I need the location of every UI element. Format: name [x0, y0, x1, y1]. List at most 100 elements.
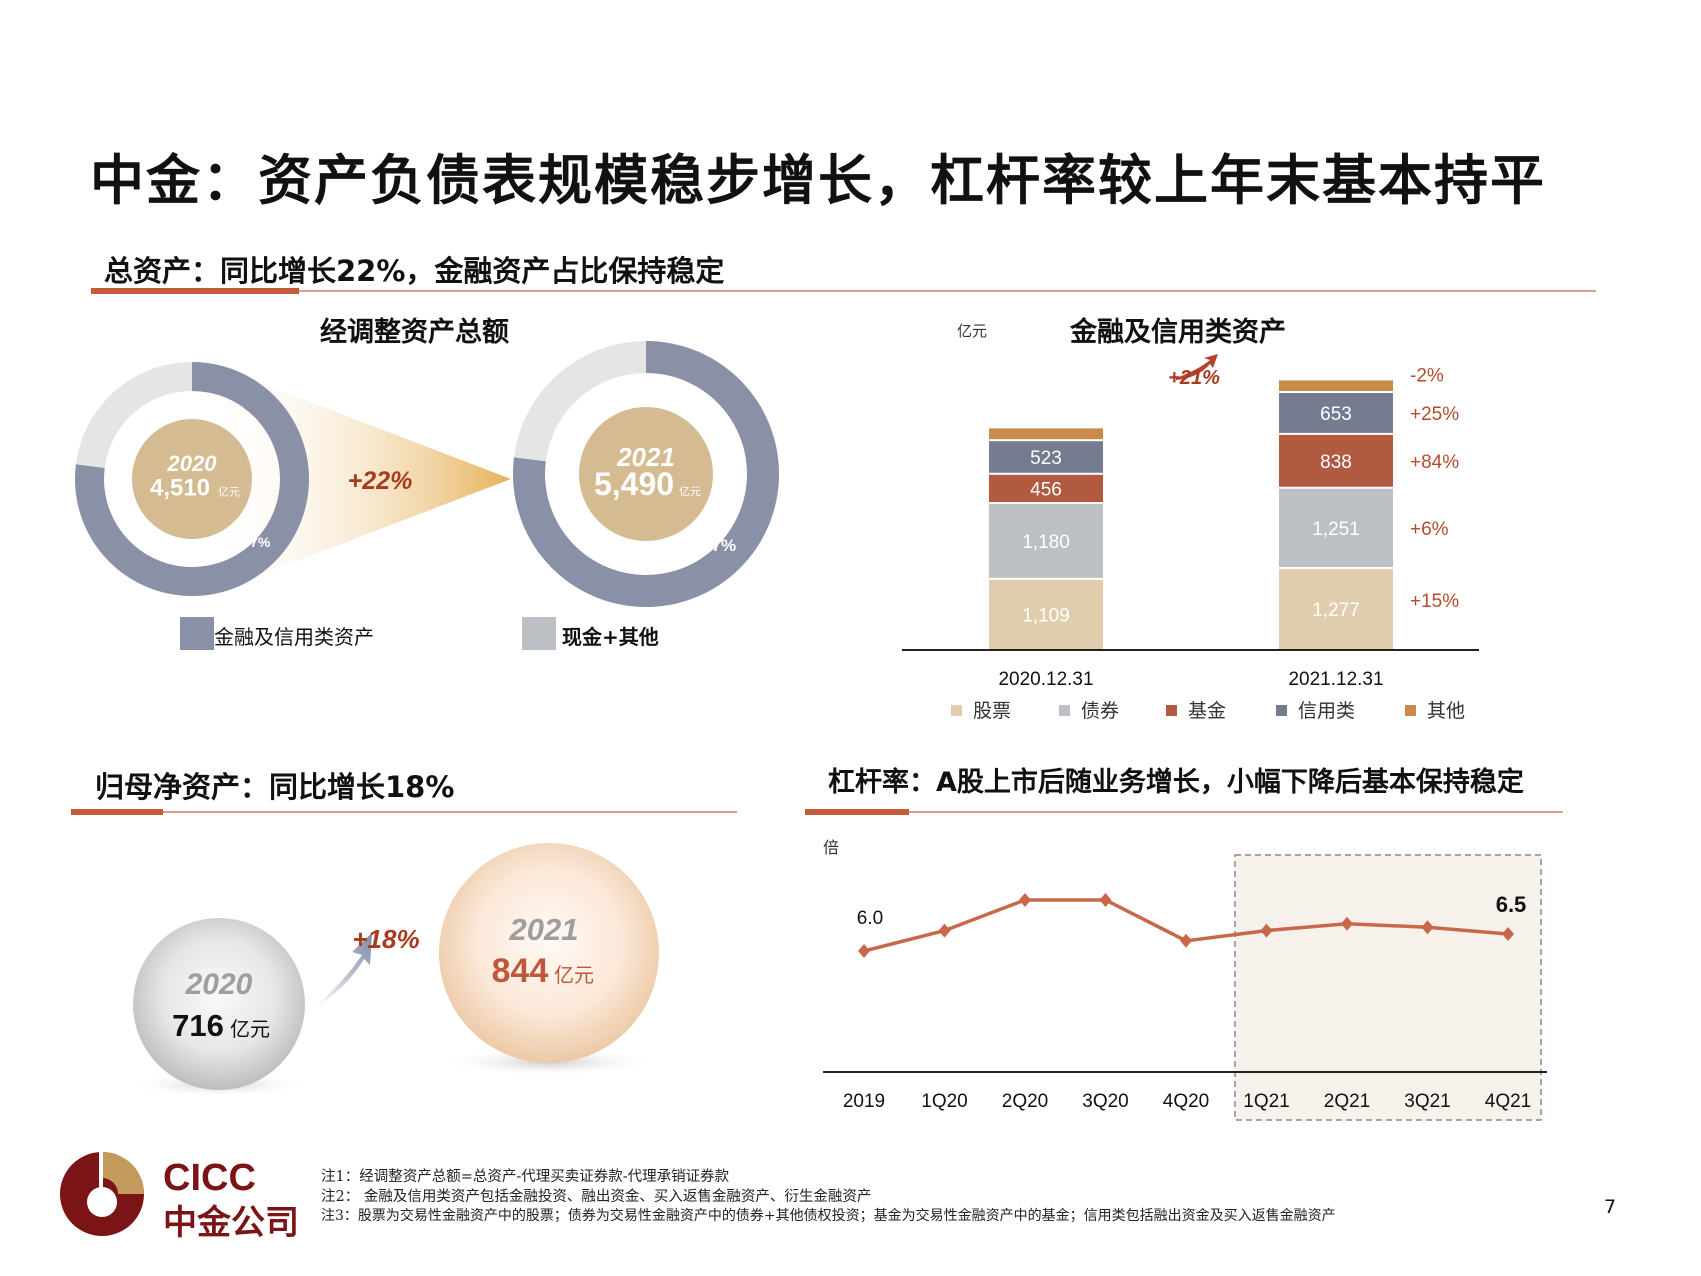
data-point-marker	[1099, 893, 1112, 907]
bar-growth-label: +15%	[1410, 591, 1459, 612]
equity-year-2020: 2020	[185, 968, 253, 1001]
data-point-marker	[1180, 933, 1192, 948]
bar-growth-label: +6%	[1410, 519, 1449, 540]
section-divider	[805, 809, 1563, 815]
bar-segment-债券	[989, 504, 1103, 578]
x-tick-label: 3Q21	[1404, 1091, 1450, 1112]
data-point-marker	[1421, 920, 1434, 935]
donut-title: 经调整资产总额	[320, 317, 509, 348]
bar-segment-股票	[1279, 569, 1393, 649]
footnote-2: 注2： 金融及信用类资产包括金融投资、融出资金、买入返售金融资产、衍生金融资产	[321, 1189, 872, 1205]
legend-swatch	[1059, 705, 1070, 716]
bar-growth-label: +84%	[1410, 452, 1459, 473]
bar-unit-label: 亿元	[957, 322, 988, 340]
donut-year: 2021	[616, 442, 675, 472]
bar-value-label: 1,251	[1312, 519, 1360, 540]
section-heading-leverage: 杠杆率：A股上市后随业务增长，小幅下降后基本保持稳定	[828, 767, 1524, 798]
legend-label-financial: 金融及信用类资产	[214, 625, 374, 649]
data-point-marker	[858, 944, 870, 958]
highlight-box	[1234, 854, 1542, 1121]
equity-value-2020: 716	[172, 1008, 224, 1043]
equity-unit-2021: 亿元	[554, 964, 594, 987]
data-point-marker	[1260, 923, 1273, 938]
donut-unit: 亿元	[218, 486, 240, 499]
bar-value-label: 523	[1030, 448, 1062, 469]
bar-chart-title: 金融及信用类资产	[1070, 317, 1286, 348]
donut-year: 2020	[167, 451, 218, 476]
slide-title: 中金：资产负债表规模稳步增长，杠杆率较上年末基本持平	[90, 149, 1546, 212]
x-tick-label: 1Q20	[921, 1091, 967, 1112]
bar-segment-信用类	[1279, 392, 1393, 433]
data-label-first: 6.0	[857, 908, 883, 929]
x-tick-label: 4Q21	[1485, 1091, 1531, 1112]
x-tick-label: 2Q21	[1324, 1091, 1370, 1112]
legend-label: 股票	[973, 701, 1011, 722]
x-tick-label: 2019	[843, 1091, 885, 1112]
donut-value: 4,510	[150, 475, 210, 502]
donut-center	[132, 419, 252, 539]
legend-label: 其他	[1427, 700, 1465, 722]
growth-arrow-icon	[315, 933, 372, 1007]
section-heading-assets: 总资产：同比增长22%，金融资产占比保持稳定	[104, 254, 725, 288]
legend-label: 债券	[1081, 700, 1119, 722]
equity-year-2021: 2021	[509, 912, 579, 947]
cicc-logo: CICC 中金公司	[60, 1152, 299, 1242]
equity-unit-2020: 亿元	[230, 1018, 270, 1041]
legend-swatch	[1166, 705, 1177, 716]
bar-segment-基金	[1279, 434, 1393, 487]
sphere-2020	[133, 918, 305, 1090]
donut-pct-label: 77%	[242, 534, 271, 550]
section-divider	[91, 288, 1596, 294]
legend-swatch	[1276, 705, 1287, 716]
data-point-marker	[1502, 927, 1514, 941]
equity-growth: +18%	[352, 924, 419, 954]
footnote-1: 注1：经调整资产总额=总资产-代理买卖证券款-代理承销证券款	[321, 1169, 730, 1185]
legend-label: 信用类	[1298, 700, 1355, 722]
bar-growth-label: +25%	[1410, 404, 1459, 425]
bar-segment-信用类	[989, 441, 1103, 473]
bar-segment-其他	[1279, 380, 1393, 391]
data-point-marker	[1019, 893, 1031, 907]
growth-arrow-icon	[1176, 354, 1218, 380]
line-unit-label: 倍	[823, 838, 840, 857]
bar-value-label: 1,109	[1022, 605, 1070, 626]
bar-value-label: 456	[1030, 479, 1062, 500]
x-tick-label: 1Q21	[1243, 1091, 1289, 1112]
data-point-marker	[1341, 916, 1353, 931]
donut-value: 5,490	[594, 466, 674, 502]
legend-label: 基金	[1188, 700, 1226, 722]
equity-value-2021: 844	[492, 952, 549, 990]
bar-value-label: 653	[1320, 404, 1352, 425]
donut-center	[579, 407, 713, 541]
bar-value-label: 1,277	[1312, 600, 1360, 621]
growth-label: +22%	[348, 467, 413, 495]
section-divider	[71, 809, 737, 815]
financial-assets-bar-chart: 1,109 1,180 456 523 2020.12.31 1,277 +15% 1,251…	[902, 354, 1479, 722]
bar-segment-其他	[989, 428, 1103, 440]
legend-swatch-cash	[522, 617, 556, 650]
legend-swatch	[951, 705, 962, 716]
bar-value-label: 838	[1320, 452, 1352, 473]
total-growth-label: +21%	[1168, 367, 1220, 389]
donut-pct-label: 77%	[702, 536, 736, 555]
legend-swatch	[1405, 705, 1416, 716]
bar-segment-基金	[989, 474, 1103, 503]
bar-category-label: 2021.12.31	[1288, 669, 1383, 690]
page-number: 7	[1604, 1196, 1617, 1218]
bar-category-label: 2020.12.31	[998, 669, 1093, 690]
data-point-marker	[938, 923, 951, 938]
leverage-line-chart: 2019 1Q20 2Q20 3Q20 4Q20 1Q21 2Q21 3Q21 4Q21 6.0 6…	[823, 854, 1547, 1121]
logo-en: CICC	[163, 1157, 256, 1199]
donut-unit: 亿元	[679, 485, 701, 498]
logo-cn: 中金公司	[163, 1203, 299, 1242]
x-tick-label: 3Q20	[1082, 1091, 1128, 1112]
bar-segment-债券	[1279, 488, 1393, 568]
section-heading-equity: 归母净资产：同比增长18%	[95, 770, 455, 804]
footnote-3: 注3：股票为交易性金融资产中的股票；债券为交易性金融资产中的债券+其他债权投资；…	[321, 1208, 1336, 1224]
equity-spheres: +18% 2020 716 亿元 2021 844 亿元	[129, 843, 659, 1097]
data-label-last: 6.5	[1496, 892, 1527, 917]
bar-growth-label: -2%	[1410, 366, 1444, 387]
sphere-2021	[439, 843, 659, 1063]
bar-segment-股票	[989, 579, 1103, 649]
